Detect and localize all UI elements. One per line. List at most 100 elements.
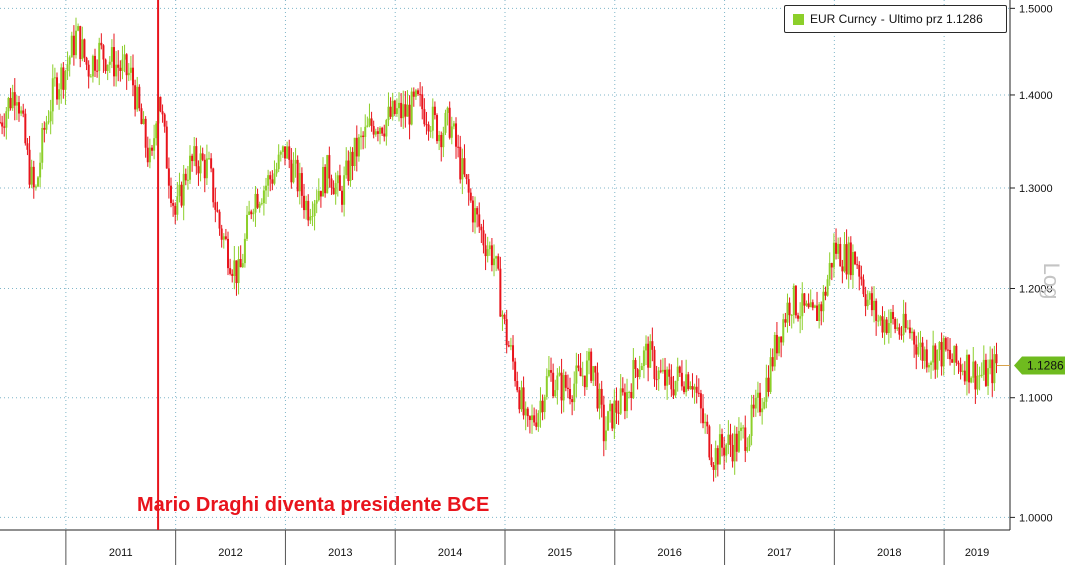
candle-body xyxy=(256,193,259,208)
candle-body xyxy=(799,316,802,319)
candle-body xyxy=(303,195,306,211)
candle-body xyxy=(889,312,892,324)
candle-body xyxy=(539,400,542,414)
candle-body xyxy=(862,279,865,295)
candle-body xyxy=(913,331,916,345)
candle-body xyxy=(85,57,88,65)
candle-body xyxy=(360,135,363,138)
candle-body xyxy=(634,360,637,370)
candle-body xyxy=(334,183,337,195)
candle-body xyxy=(845,244,848,275)
candle-body xyxy=(161,111,164,115)
candle-body xyxy=(315,200,318,204)
candle-body xyxy=(41,127,44,163)
legend-swatch xyxy=(793,13,804,25)
y-tick-label: 1.2000 xyxy=(1019,283,1053,295)
candle-body xyxy=(349,151,352,182)
candle-body xyxy=(674,380,677,396)
candle-body xyxy=(680,372,683,387)
candle-body xyxy=(98,42,101,71)
candle-body xyxy=(174,205,177,215)
candle-body xyxy=(467,179,470,193)
candle-body xyxy=(976,375,979,390)
candle-body xyxy=(575,365,578,384)
candle-body xyxy=(393,100,396,114)
candle-body xyxy=(317,190,320,201)
candle-body xyxy=(944,338,947,350)
candle-body xyxy=(961,370,964,372)
candle-body xyxy=(995,354,998,364)
candle-body xyxy=(626,392,629,412)
candle-body xyxy=(860,276,863,280)
candle-body xyxy=(267,175,270,186)
candle-body xyxy=(946,349,949,351)
candle-body xyxy=(989,359,992,369)
candle-body xyxy=(117,64,120,68)
candle-body xyxy=(144,118,147,148)
candle-body xyxy=(224,236,227,239)
candle-body xyxy=(260,203,263,205)
candle-body xyxy=(233,260,236,276)
candle-body xyxy=(273,173,276,184)
candle-body xyxy=(370,118,373,127)
y-axis-ticks: 1.0000 1.1000 1.2000 1.3000 1.4000 1.5000 xyxy=(1010,3,1053,524)
candle-body xyxy=(182,173,185,206)
candle-body xyxy=(963,370,966,382)
candle-body xyxy=(706,421,709,427)
candle-body xyxy=(56,77,59,100)
candle-body xyxy=(469,192,472,201)
candle-body xyxy=(146,147,149,163)
candle-body xyxy=(780,336,783,343)
candle-body xyxy=(391,100,394,117)
candle-body xyxy=(687,374,690,389)
candle-body xyxy=(176,196,179,215)
candle-body xyxy=(254,193,257,213)
candle-body xyxy=(611,403,614,429)
candle-body xyxy=(493,258,496,266)
candle-body xyxy=(767,377,770,392)
candle-body xyxy=(613,400,616,429)
candle-body xyxy=(231,273,234,276)
candle-body xyxy=(427,124,430,132)
candle-body xyxy=(106,64,109,71)
candle-body xyxy=(9,97,12,109)
candle-body xyxy=(286,146,289,159)
candle-body xyxy=(923,349,926,361)
candle-body xyxy=(782,319,785,343)
candle-body xyxy=(729,434,732,445)
candle-body xyxy=(480,226,483,231)
candle-body xyxy=(151,147,154,151)
candle-body xyxy=(528,416,531,421)
candle-body xyxy=(957,362,960,365)
candle-body xyxy=(341,190,344,205)
candle-body xyxy=(564,375,567,388)
candle-body xyxy=(199,153,202,174)
candle-body xyxy=(96,70,99,72)
candle-body xyxy=(243,238,246,264)
candle-body xyxy=(562,375,565,401)
candle-body xyxy=(965,354,968,382)
candle-body xyxy=(849,242,852,276)
candle-body xyxy=(478,214,481,227)
candle-body xyxy=(229,268,232,274)
candle-body xyxy=(307,200,310,221)
candle-body xyxy=(269,175,272,180)
candle-body xyxy=(309,216,312,221)
candle-body xyxy=(809,302,812,308)
candle-body xyxy=(486,249,489,257)
candle-body xyxy=(822,291,825,312)
candle-body xyxy=(102,45,105,60)
candle-body xyxy=(786,302,789,323)
candle-body xyxy=(429,130,432,132)
candle-body xyxy=(60,67,63,90)
candle-body xyxy=(708,426,711,458)
candle-body xyxy=(571,399,574,403)
candle-body xyxy=(414,90,417,97)
candle-body xyxy=(545,376,548,397)
candle-body xyxy=(683,386,686,393)
candle-body xyxy=(324,166,327,194)
chart-candles xyxy=(0,17,998,482)
candle-body xyxy=(110,47,113,62)
candle-body xyxy=(600,388,603,405)
candle-body xyxy=(459,146,462,180)
